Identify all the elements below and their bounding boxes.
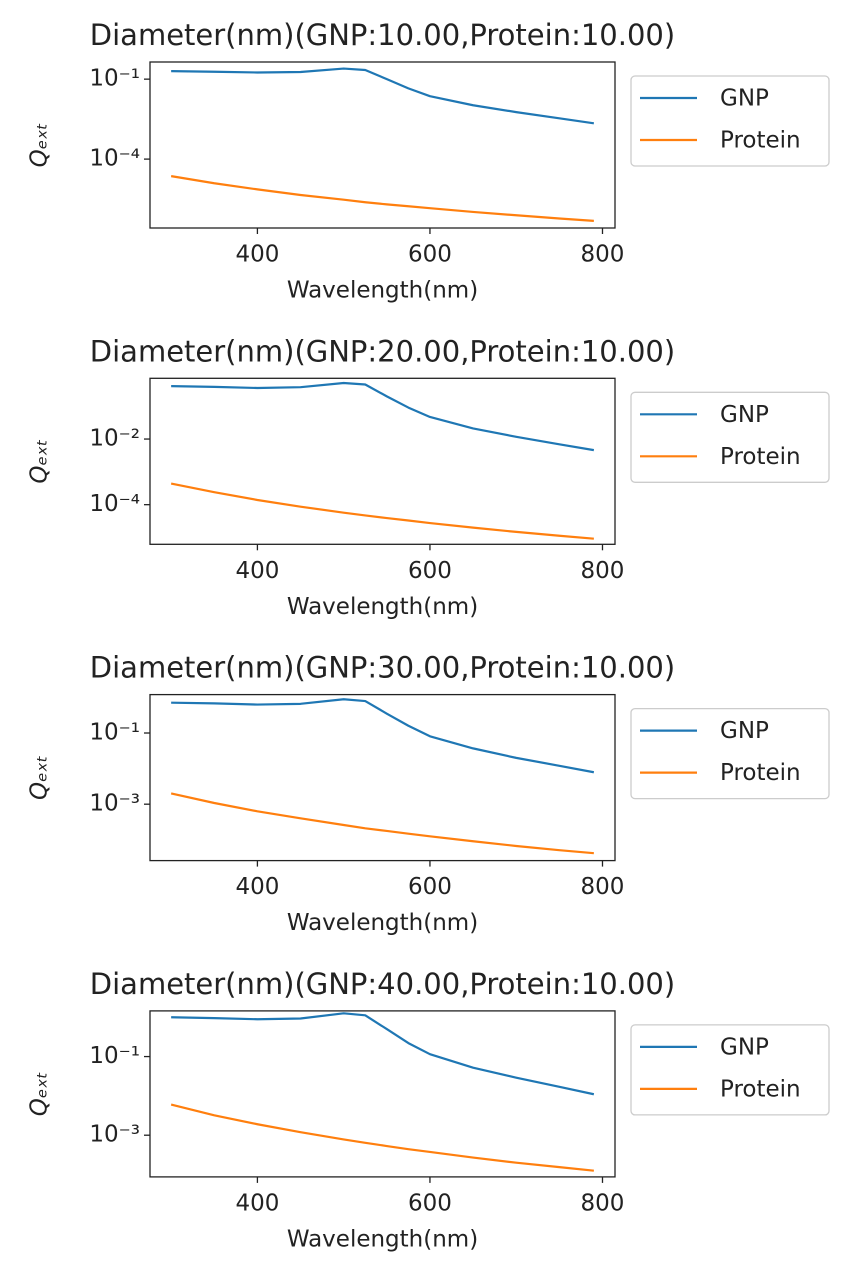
- x-axis-label: Wavelength(nm): [287, 910, 478, 936]
- legend-label: Protein: [720, 760, 801, 786]
- x-axis-label: Wavelength(nm): [287, 594, 478, 620]
- x-tick-label: 400: [235, 558, 279, 584]
- x-tick-label: 400: [235, 1190, 279, 1216]
- legend-label: Protein: [720, 1076, 801, 1102]
- y-tick-label: 10⁻⁴: [89, 146, 140, 172]
- legend-label: GNP: [720, 718, 769, 744]
- subplot: Diameter(nm)(GNP:40.00,Protein:10.00) Wav…: [27, 967, 830, 1252]
- y-axis-label: Qₑₓₜ: [27, 1072, 53, 1117]
- y-tick-label: 10⁻¹: [89, 66, 140, 92]
- axes-frame: [149, 377, 616, 545]
- chart-title: Diameter(nm)(GNP:40.00,Protein:10.00): [90, 967, 675, 1001]
- x-tick-label: 600: [408, 242, 452, 268]
- chart-title: Diameter(nm)(GNP:20.00,Protein:10.00): [90, 334, 675, 368]
- x-tick-label: 400: [235, 242, 279, 268]
- legend-label: GNP: [720, 402, 769, 428]
- legend-label: Protein: [720, 128, 801, 154]
- legend-label: GNP: [720, 1034, 769, 1060]
- line-series: [171, 1012, 595, 1096]
- x-axis-label: Wavelength(nm): [287, 1226, 478, 1252]
- y-axis-label: Qₑₓₜ: [27, 439, 53, 484]
- axes-frame: [149, 693, 616, 862]
- y-tick-label: 10⁻³: [89, 1122, 140, 1148]
- line-series: [170, 1103, 594, 1172]
- y-tick-label: 10⁻¹: [89, 1043, 140, 1069]
- x-tick-label: 800: [581, 1190, 625, 1216]
- x-tick-label: 800: [581, 874, 625, 900]
- line-series: [170, 482, 594, 540]
- y-tick-label: 10⁻⁴: [89, 491, 140, 517]
- y-tick-label: 10⁻¹: [89, 720, 140, 746]
- x-axis-label: Wavelength(nm): [287, 278, 478, 304]
- chart-title: Diameter(nm)(GNP:10.00,Protein:10.00): [90, 18, 675, 52]
- line-series: [171, 67, 595, 125]
- legend-label: Protein: [720, 444, 801, 470]
- chart-title: Diameter(nm)(GNP:30.00,Protein:10.00): [90, 651, 675, 685]
- y-tick-label: 10⁻²: [89, 426, 140, 452]
- line-series: [170, 792, 594, 855]
- line-series: [171, 381, 595, 452]
- legend-label: GNP: [720, 86, 769, 112]
- subplot: Diameter(nm)(GNP:10.00,Protein:10.00) Wav…: [27, 18, 830, 304]
- x-tick-label: 800: [581, 242, 625, 268]
- x-tick-label: 600: [408, 558, 452, 584]
- axes-frame: [149, 1010, 616, 1178]
- x-tick-label: 800: [581, 558, 625, 584]
- axes-frame: [149, 61, 616, 229]
- line-series: [170, 175, 594, 222]
- y-axis-label: Qₑₓₜ: [27, 123, 53, 168]
- y-axis-label: Qₑₓₜ: [27, 755, 53, 800]
- line-series: [171, 698, 595, 774]
- x-tick-label: 600: [408, 874, 452, 900]
- y-tick-label: 10⁻³: [89, 791, 140, 817]
- x-tick-label: 400: [235, 874, 279, 900]
- subplot: Diameter(nm)(GNP:30.00,Protein:10.00) Wav…: [27, 651, 830, 936]
- x-tick-label: 600: [408, 1190, 452, 1216]
- subplot: Diameter(nm)(GNP:20.00,Protein:10.00) Wav…: [27, 334, 830, 620]
